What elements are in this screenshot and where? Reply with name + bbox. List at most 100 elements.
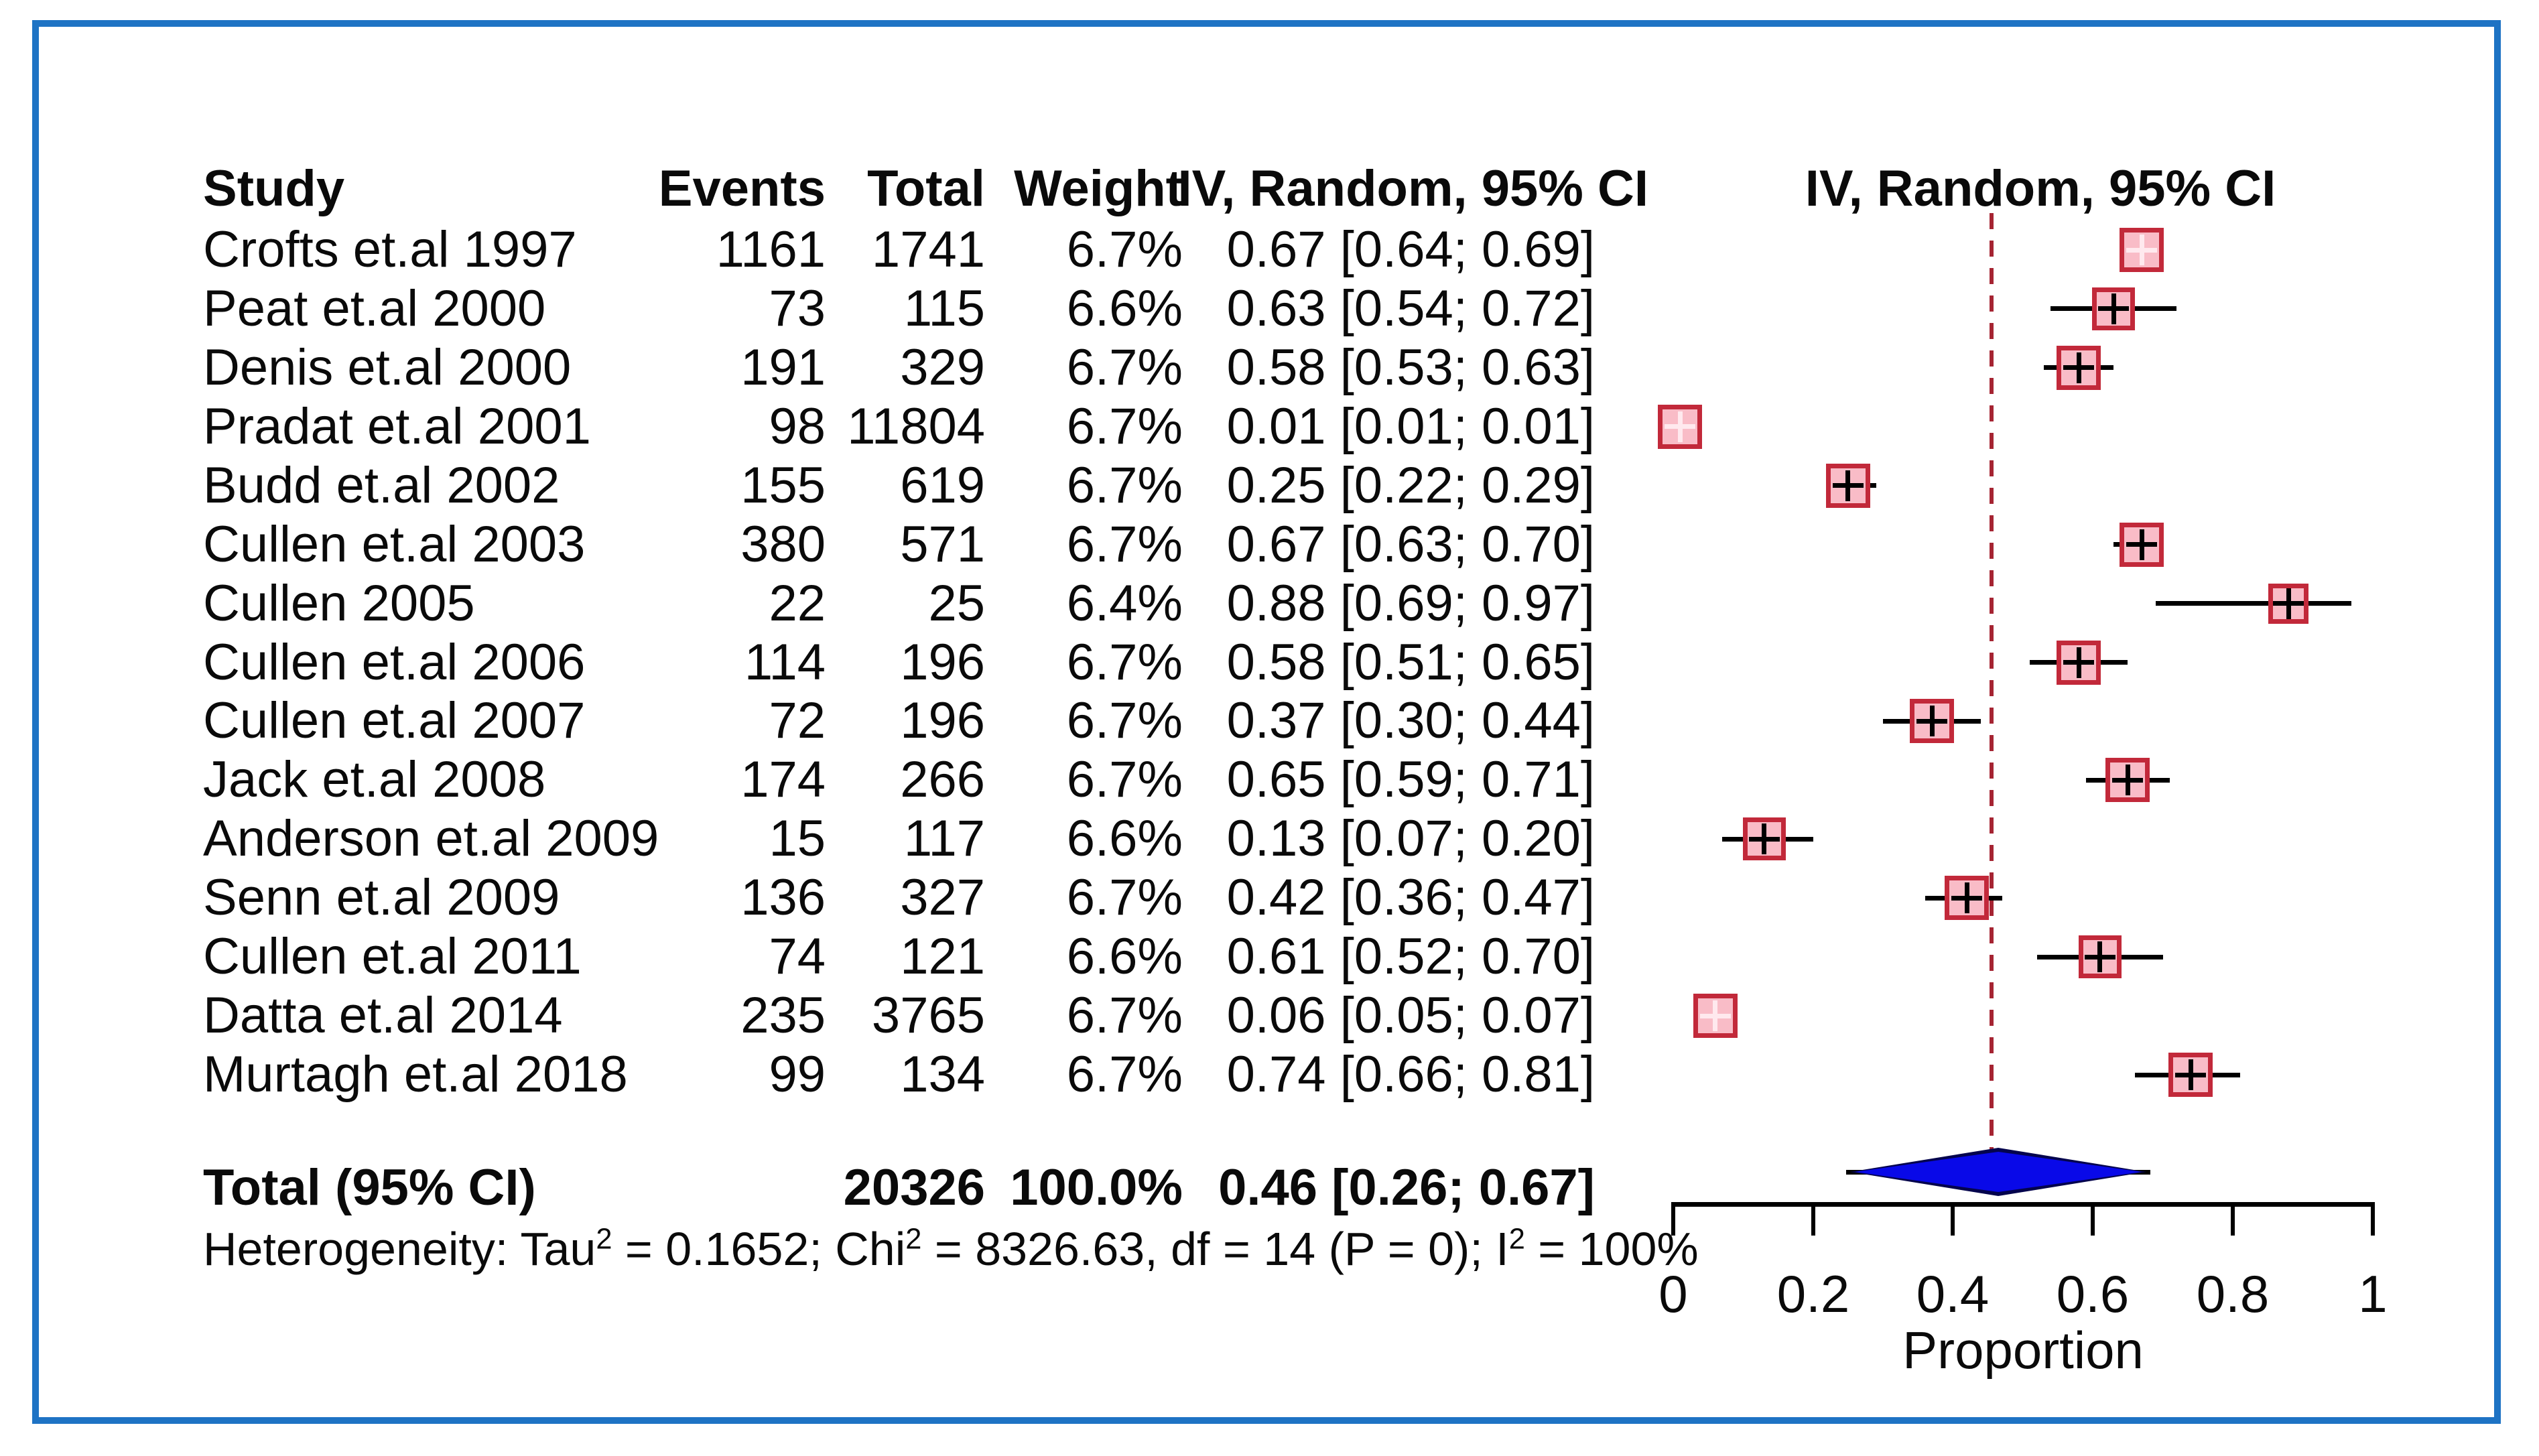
column-header-study: Study (203, 160, 345, 217)
total-value: 619 (900, 457, 985, 514)
ci-text-value: 0.25 [0.22; 0.29] (1226, 457, 1595, 514)
column-header-ci-text: IV, Random, 95% CI (1177, 160, 1648, 217)
plot-column-header: IV, Random, 95% CI (1805, 160, 2276, 217)
events-value: 191 (740, 339, 826, 396)
ci-text-value: 0.88 [0.69; 0.97] (1226, 575, 1595, 632)
total-value: 11804 (847, 398, 985, 455)
events-value: 155 (740, 457, 826, 514)
events-value: 174 (740, 751, 826, 808)
total-value: 196 (900, 634, 985, 691)
x-axis-tick-label: 0.6 (2056, 1264, 2130, 1323)
superscript: 2 (596, 1223, 612, 1256)
total-value: 571 (900, 516, 985, 573)
events-value: 15 (769, 810, 826, 867)
study-label: Murtagh et.al 2018 (203, 1046, 628, 1103)
events-value: 72 (769, 692, 826, 749)
ci-text-value: 0.61 [0.52; 0.70] (1226, 928, 1595, 985)
total-value: 327 (900, 869, 985, 926)
x-axis-tick-label: 0.4 (1916, 1264, 1990, 1323)
events-value: 73 (769, 280, 826, 337)
superscript: 2 (1508, 1223, 1525, 1256)
x-axis-title: Proportion (1902, 1321, 2144, 1380)
ci-text-value: 0.67 [0.63; 0.70] (1226, 516, 1595, 573)
ci-text-value: 0.01 [0.01; 0.01] (1226, 398, 1595, 455)
study-label: Cullen et.al 2006 (203, 634, 586, 691)
total-row-ci-text: 0.46 [0.26; 0.67] (1218, 1159, 1595, 1216)
total-value: 121 (900, 928, 985, 985)
pooled-reference-line (1990, 213, 1994, 1149)
total-value: 1741 (871, 221, 985, 278)
total-value: 3765 (871, 987, 985, 1044)
events-value: 235 (740, 987, 826, 1044)
total-value: 196 (900, 692, 985, 749)
x-axis-tick-label: 1 (2358, 1264, 2388, 1323)
point-estimate-marker (1713, 1000, 1717, 1031)
point-estimate-marker (2286, 588, 2291, 619)
point-estimate-marker (1678, 411, 1683, 442)
total-value: 25 (928, 575, 985, 632)
column-header-total: Total (867, 160, 985, 217)
total-value: 329 (900, 339, 985, 396)
events-value: 114 (744, 634, 826, 691)
events-value: 1161 (716, 221, 826, 278)
x-axis-tick-label: 0 (1658, 1264, 1688, 1323)
total-row-weight: 100.0% (1010, 1159, 1183, 1216)
study-label: Cullen 2005 (203, 575, 475, 632)
study-label: Pradat et.al 2001 (203, 398, 591, 455)
point-estimate-marker (1965, 882, 1969, 913)
ci-text-value: 0.58 [0.51; 0.65] (1226, 634, 1595, 691)
weight-value: 6.6% (1066, 280, 1183, 337)
events-value: 99 (769, 1046, 826, 1103)
ci-text-value: 0.65 [0.59; 0.71] (1226, 751, 1595, 808)
point-estimate-marker (2111, 293, 2116, 324)
heterogeneity-stats: Heterogeneity: Tau2 = 0.1652; Chi2 = 832… (203, 1223, 1699, 1275)
total-row-total: 20326 (843, 1159, 985, 1216)
ci-text-value: 0.63 [0.54; 0.72] (1226, 280, 1595, 337)
weight-value: 6.6% (1066, 928, 1183, 985)
point-estimate-marker (2140, 235, 2144, 265)
point-estimate-marker (1762, 823, 1766, 854)
x-axis-tick (2371, 1202, 2375, 1236)
weight-value: 6.7% (1066, 869, 1183, 926)
ci-line (2156, 601, 2351, 606)
study-label: Crofts et.al 1997 (203, 221, 577, 278)
ci-text-value: 0.58 [0.53; 0.63] (1226, 339, 1595, 396)
study-label: Jack et.al 2008 (203, 751, 546, 808)
point-estimate-marker (2126, 765, 2130, 795)
x-axis-line (1671, 1202, 2375, 1207)
point-estimate-marker (2077, 647, 2081, 678)
x-axis-tick (1671, 1202, 1675, 1236)
point-estimate-marker (2140, 529, 2144, 560)
weight-value: 6.7% (1066, 221, 1183, 278)
x-axis-tick-label: 0.2 (1776, 1264, 1850, 1323)
study-label: Cullen et.al 2011 (203, 928, 582, 985)
ci-text-value: 0.67 [0.64; 0.69] (1226, 221, 1595, 278)
weight-value: 6.7% (1066, 987, 1183, 1044)
weight-value: 6.7% (1066, 398, 1183, 455)
point-estimate-marker (1845, 470, 1850, 501)
study-label: Denis et.al 2000 (203, 339, 572, 396)
weight-value: 6.6% (1066, 810, 1183, 867)
events-value: 136 (740, 869, 826, 926)
x-axis-tick (1811, 1202, 1815, 1236)
ci-text-value: 0.13 [0.07; 0.20] (1226, 810, 1595, 867)
x-axis-tick (1951, 1202, 1955, 1236)
study-label: Senn et.al 2009 (203, 869, 560, 926)
total-value: 117 (903, 810, 985, 867)
total-row-label: Total (95% CI) (203, 1159, 536, 1216)
events-value: 98 (769, 398, 826, 455)
point-estimate-marker (2097, 941, 2102, 972)
column-header-weight: Weight (1014, 160, 1183, 217)
weight-value: 6.7% (1066, 634, 1183, 691)
study-label: Peat et.al 2000 (203, 280, 546, 337)
point-estimate-marker (2189, 1059, 2193, 1090)
x-axis-tick (2091, 1202, 2095, 1236)
events-value: 22 (769, 575, 826, 632)
events-value: 380 (740, 516, 826, 573)
total-value: 134 (900, 1046, 985, 1103)
study-label: Budd et.al 2002 (203, 457, 560, 514)
point-estimate-marker (2077, 352, 2081, 383)
plot-frame (32, 20, 2501, 1424)
x-axis-tick-label: 0.8 (2196, 1264, 2270, 1323)
column-header-events: Events (658, 160, 826, 217)
